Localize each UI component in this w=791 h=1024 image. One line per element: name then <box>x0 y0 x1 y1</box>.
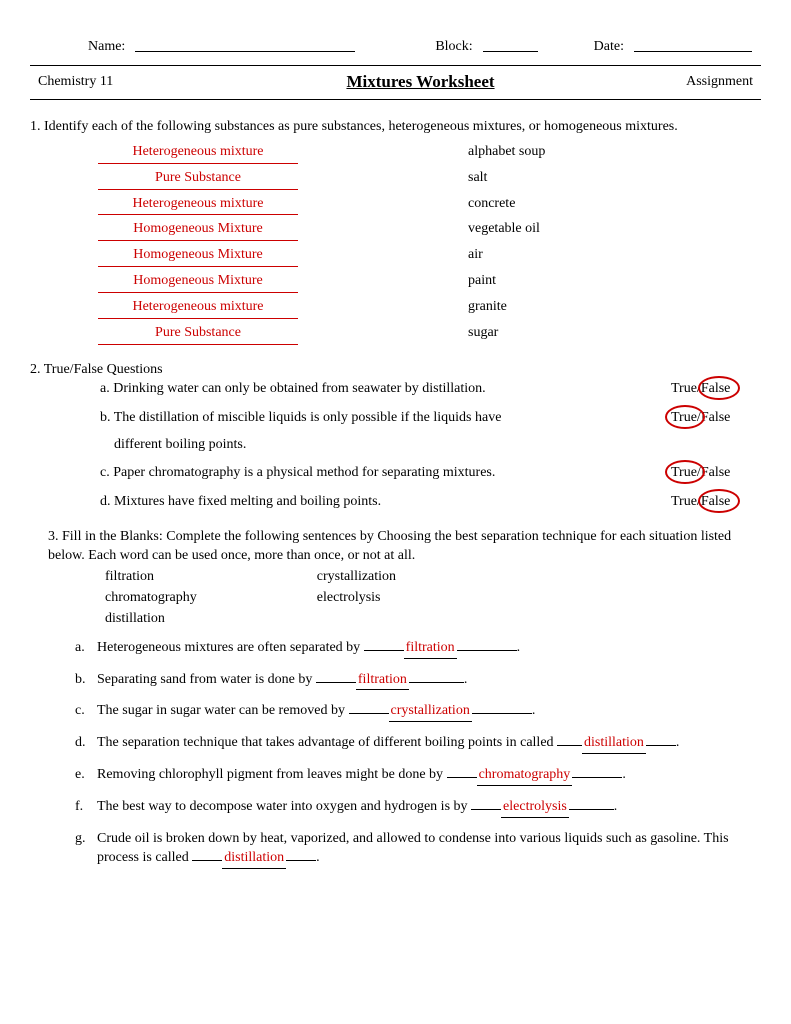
fill-answer: distillation <box>582 734 646 754</box>
q1-answer: Homogeneous Mixture <box>98 220 298 241</box>
fill-text: The separation technique that takes adva… <box>97 734 761 754</box>
fill-letter: g. <box>75 830 97 869</box>
answer-circle <box>698 489 740 513</box>
q1-answer: Homogeneous Mixture <box>98 246 298 267</box>
q1-row: Pure Substance sugar <box>98 324 761 345</box>
tf-row: b. The distillation of miscible liquids … <box>100 409 761 455</box>
fill-letter: c. <box>75 702 97 722</box>
block-label: Block: <box>435 38 472 57</box>
q1-term: sugar <box>468 324 498 343</box>
tf-row: a. Drinking water can only be obtained f… <box>100 380 761 399</box>
fill-answer: distillation <box>222 849 286 869</box>
technique-word: filtration <box>105 568 197 587</box>
question-1: 1. Identify each of the following substa… <box>30 118 761 345</box>
fill-letter: f. <box>75 798 97 818</box>
tf-choice: True/False <box>671 409 761 455</box>
answer-circle <box>665 405 705 429</box>
technique-word: crystallization <box>317 568 396 587</box>
q1-term: vegetable oil <box>468 220 540 239</box>
fill-text: The best way to decompose water into oxy… <box>97 798 761 818</box>
tf-text: d. Mixtures have fixed melting and boili… <box>100 493 671 512</box>
date-blank[interactable] <box>634 38 752 52</box>
technique-word: distillation <box>105 610 197 629</box>
header-fields: Name: Block: Date: <box>88 38 761 57</box>
q1-prompt: 1. Identify each of the following substa… <box>30 118 761 137</box>
technique-word-bank: filtration chromatography distillation cry… <box>105 568 761 629</box>
fill-text: The sugar in sugar water can be removed … <box>97 702 761 722</box>
fill-row: g.Crude oil is broken down by heat, vapo… <box>75 830 761 869</box>
fill-text: Crude oil is broken down by heat, vapori… <box>97 830 761 869</box>
fill-text: Heterogeneous mixtures are often separat… <box>97 639 761 659</box>
date-label: Date: <box>594 38 624 57</box>
fill-answer: chromatography <box>477 766 573 786</box>
q1-row: Heterogeneous mixture alphabet soup <box>98 143 761 164</box>
fill-row: b.Separating sand from water is done by … <box>75 671 761 691</box>
fill-text: Separating sand from water is done by fi… <box>97 671 761 691</box>
tf-text: a. Drinking water can only be obtained f… <box>100 380 671 399</box>
q1-row: Heterogeneous mixture granite <box>98 298 761 319</box>
fill-letter: d. <box>75 734 97 754</box>
q1-term: granite <box>468 298 507 317</box>
q1-term: paint <box>468 272 496 291</box>
technique-word: chromatography <box>105 589 197 608</box>
answer-circle <box>698 376 740 400</box>
fill-answer: electrolysis <box>501 798 569 818</box>
assignment-label: Assignment <box>629 73 759 92</box>
fill-letter: a. <box>75 639 97 659</box>
fill-letter: e. <box>75 766 97 786</box>
q1-answer: Homogeneous Mixture <box>98 272 298 293</box>
fill-row: c.The sugar in sugar water can be remove… <box>75 702 761 722</box>
q1-answer: Heterogeneous mixture <box>98 298 298 319</box>
q1-answer: Heterogeneous mixture <box>98 143 298 164</box>
technique-word: electrolysis <box>317 589 396 608</box>
q1-row: Heterogeneous mixture concrete <box>98 195 761 216</box>
q1-answer: Pure Substance <box>98 169 298 190</box>
fill-row: e.Removing chlorophyll pigment from leav… <box>75 766 761 786</box>
q1-row: Homogeneous Mixture air <box>98 246 761 267</box>
tf-choice: True/False <box>671 380 761 399</box>
fill-row: a.Heterogeneous mixtures are often separ… <box>75 639 761 659</box>
q1-term: salt <box>468 169 487 188</box>
q1-row: Homogeneous Mixture vegetable oil <box>98 220 761 241</box>
fill-answer: crystallization <box>389 702 472 722</box>
q3-prompt: 3. Fill in the Blanks: Complete the foll… <box>48 528 761 566</box>
question-2: 2. True/False Questions a. Drinking wate… <box>30 361 761 512</box>
q1-row: Pure Substance salt <box>98 169 761 190</box>
fill-letter: b. <box>75 671 97 691</box>
block-blank[interactable] <box>483 38 538 52</box>
q1-term: alphabet soup <box>468 143 545 162</box>
question-3: 3. Fill in the Blanks: Complete the foll… <box>30 528 761 869</box>
course-name: Chemistry 11 <box>32 73 212 92</box>
tf-choice: True/False <box>671 464 761 483</box>
fill-row: f.The best way to decompose water into o… <box>75 798 761 818</box>
tf-text: b. The distillation of miscible liquids … <box>100 409 671 455</box>
answer-circle <box>665 460 705 484</box>
tf-choice: True/False <box>671 493 761 512</box>
q1-answer: Heterogeneous mixture <box>98 195 298 216</box>
q1-row: Homogeneous Mixture paint <box>98 272 761 293</box>
q1-answer: Pure Substance <box>98 324 298 345</box>
worksheet-title: Mixtures Worksheet <box>212 71 629 94</box>
tf-row: d. Mixtures have fixed melting and boili… <box>100 493 761 512</box>
q2-heading: 2. True/False Questions <box>30 361 761 380</box>
fill-answer: filtration <box>404 639 457 659</box>
tf-row: c. Paper chromatography is a physical me… <box>100 464 761 483</box>
title-bar: Chemistry 11 Mixtures Worksheet Assignme… <box>30 65 761 100</box>
fill-answer: filtration <box>356 671 409 691</box>
name-blank[interactable] <box>135 38 355 52</box>
q1-term: concrete <box>468 195 515 214</box>
fill-row: d.The separation technique that takes ad… <box>75 734 761 754</box>
tf-text: c. Paper chromatography is a physical me… <box>100 464 671 483</box>
name-label: Name: <box>88 38 125 57</box>
fill-text: Removing chlorophyll pigment from leaves… <box>97 766 761 786</box>
q1-term: air <box>468 246 483 265</box>
